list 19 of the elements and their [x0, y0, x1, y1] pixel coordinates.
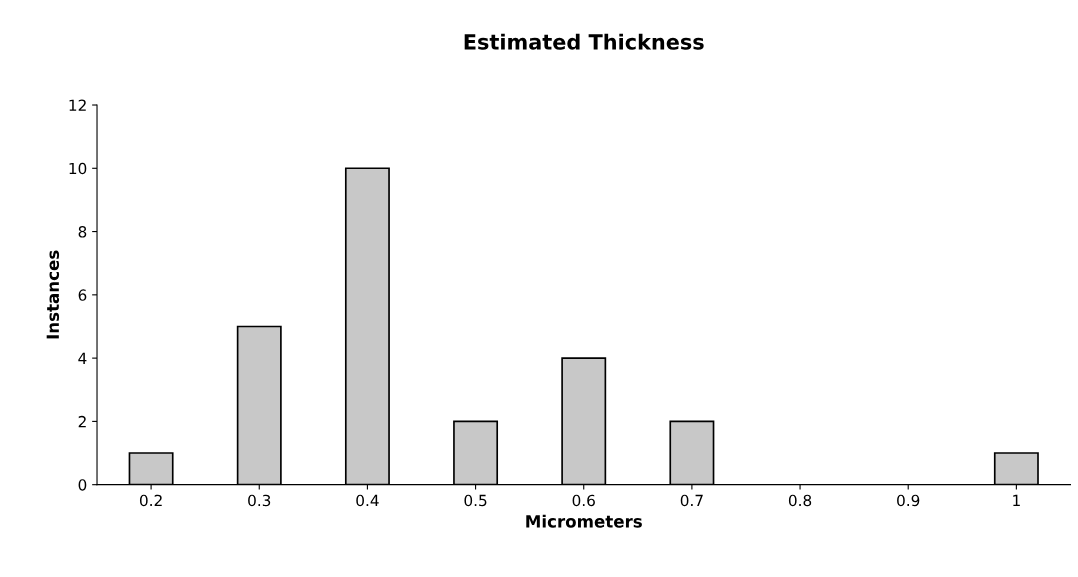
x-tick-label: 0.9 — [897, 494, 920, 507]
x-tick-label: 0.2 — [139, 494, 162, 507]
x-tick-label: 0.7 — [680, 494, 703, 507]
y-tick-label: 10 — [69, 162, 87, 175]
y-tick-label: 6 — [78, 289, 87, 301]
y-tick-label: 4 — [78, 352, 87, 364]
x-tick-label: 1 — [1013, 494, 1020, 507]
y-tick-label: 2 — [78, 415, 86, 428]
x-axis-title: Micrometers — [526, 514, 642, 528]
y-tick-label: 0 — [78, 479, 87, 491]
chart-title: Estimated Thickness — [464, 33, 704, 50]
y-tick-label: 8 — [78, 226, 87, 238]
x-tick-label: 0.8 — [788, 494, 812, 507]
x-tick-label: 0.6 — [572, 494, 595, 507]
y-axis-title: Instances — [46, 250, 60, 339]
y-tick-label: 12 — [69, 99, 86, 111]
x-tick-label: 0.3 — [248, 494, 271, 507]
x-tick-label: 0.5 — [464, 494, 487, 507]
x-tick-label: 0.4 — [356, 494, 379, 507]
